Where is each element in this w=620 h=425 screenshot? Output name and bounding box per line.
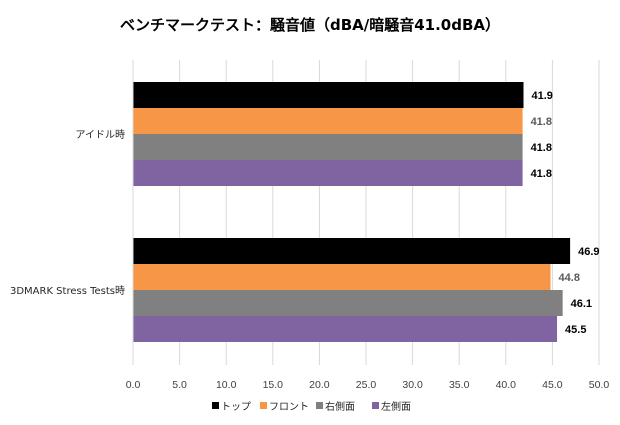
axis: 0.0 5.0 10.0 15.0 20.0 25.0 30.0 35.0 40.0 45.0 50…: [10, 60, 609, 391]
legend-label: トップ: [221, 401, 251, 413]
category-label: アイドル時: [76, 129, 126, 141]
x-tick-label: 40.0: [496, 379, 517, 391]
legend-label: 右側面: [325, 400, 355, 413]
x-tick-label: 10.0: [216, 379, 237, 391]
bar: [133, 134, 523, 160]
legend: トップ フロント 右側面 左側面: [212, 400, 411, 413]
bar: [133, 290, 563, 316]
bar: [133, 160, 523, 186]
legend-swatch: [316, 402, 323, 409]
bar: [133, 238, 571, 264]
data-label: 41.8: [531, 116, 552, 128]
bar: [133, 108, 523, 134]
x-tick-label: 0.0: [126, 379, 141, 391]
x-tick-label: 20.0: [309, 379, 330, 391]
legend-label: 左側面: [381, 400, 411, 413]
bars: 41.9 41.8 41.8 41.8 46.9 44.8 46.1 45.5: [133, 82, 600, 342]
data-label: 41.8: [531, 168, 552, 180]
x-tick-label: 35.0: [449, 379, 470, 391]
data-label: 46.1: [571, 298, 592, 310]
category-label: 3DMARK Stress Tests時: [10, 285, 125, 297]
legend-label: フロント: [269, 402, 309, 413]
legend-swatch: [212, 402, 219, 409]
x-tick-label: 5.0: [172, 379, 187, 391]
x-tick-label: 25.0: [356, 379, 377, 391]
x-tick-label: 50.0: [589, 379, 610, 391]
bar: [133, 82, 524, 108]
x-tick-label: 30.0: [402, 379, 423, 391]
data-label: 41.9: [532, 90, 553, 102]
x-tick-label: 15.0: [263, 379, 284, 391]
data-label: 46.9: [578, 246, 599, 258]
data-label: 41.8: [531, 142, 552, 154]
bar: [133, 264, 551, 290]
data-label: 44.8: [559, 272, 580, 284]
chart-title: ベンチマークテスト：騒音値（dBA/暗騒音41.0dBA）: [120, 16, 500, 34]
x-tick-label: 45.0: [542, 379, 563, 391]
legend-swatch: [372, 402, 379, 409]
legend-swatch: [260, 402, 267, 409]
bar: [133, 316, 558, 342]
data-label: 45.5: [565, 324, 586, 336]
